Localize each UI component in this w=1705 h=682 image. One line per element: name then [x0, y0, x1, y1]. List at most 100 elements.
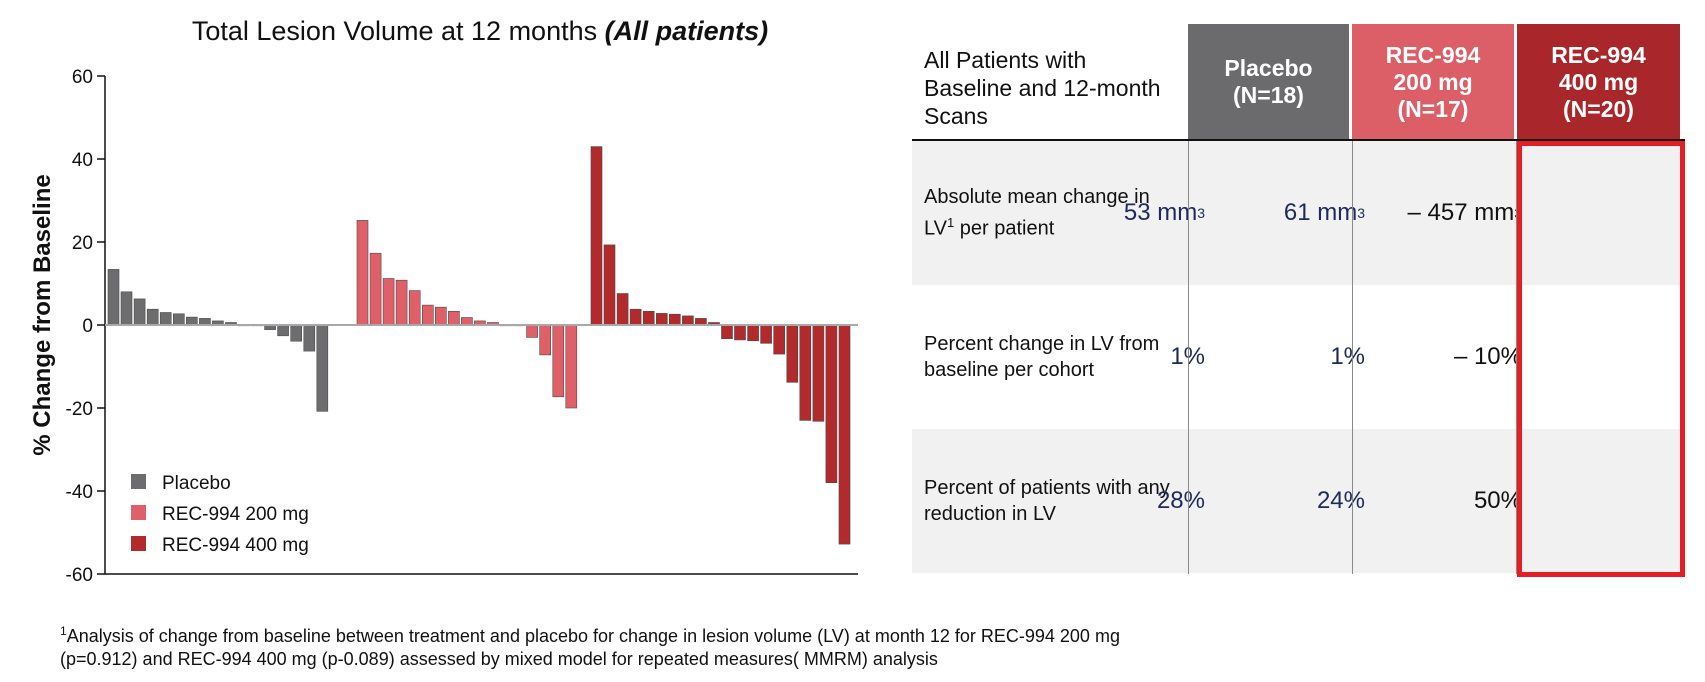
row-label-main: Absolute mean change in LV: [924, 186, 1150, 240]
cell-rec994-400mg: – 457 mm 3: [1407, 141, 1522, 285]
footnote-marker: 1: [60, 624, 67, 638]
bar-rec994-200mg: [448, 310, 460, 326]
bar-rec994-400mg: [629, 308, 642, 326]
summary-table: All Patients with Baseline and 12-month …: [912, 24, 1685, 577]
table-header-row: All Patients with Baseline and 12-month …: [912, 24, 1685, 140]
bar-rec994-400mg: [825, 324, 838, 483]
y-tick-label: 60: [72, 67, 93, 88]
bar-rec994-400mg: [616, 293, 629, 326]
cell-rec994-200mg: 24%: [1317, 429, 1365, 573]
table-row: Percent change in LV from baseline per c…: [912, 285, 1685, 429]
bars: [107, 146, 851, 545]
cell-placebo: 1%: [1170, 285, 1205, 429]
row-label-suffix: per patient: [954, 217, 1055, 240]
y-axis-label: % Change from Baseline: [29, 174, 56, 455]
highlight-box-400mg: [1517, 141, 1685, 577]
row-label-main: Percent change in LV from baseline per c…: [924, 333, 1160, 381]
bar-placebo: [186, 316, 198, 326]
cell-placebo: 53 mm 3: [1124, 141, 1205, 285]
cell-placebo: 28%: [1157, 429, 1205, 573]
cell-value: 61 mm: [1283, 199, 1358, 226]
bar-placebo: [159, 312, 172, 326]
y-tick-label: 20: [72, 233, 93, 254]
bar-rec994-200mg: [382, 278, 395, 326]
bar-rec994-200mg: [369, 252, 382, 326]
cell-value: 24%: [1316, 487, 1365, 514]
y-ticks: 60 40 20 0 -20 -40 -60: [66, 67, 105, 586]
cell-unit-superscript: 3: [1197, 205, 1205, 221]
bar-placebo: [133, 298, 146, 326]
column-header-rec994-400mg: REC-994 400 mg (N=20): [1517, 24, 1680, 140]
bar-rec994-400mg: [668, 313, 681, 326]
bar-rec994-400mg: [655, 313, 668, 326]
bar-placebo: [107, 269, 120, 326]
bar-rec994-200mg: [421, 304, 434, 326]
table-row: Percent of patients with any reduction i…: [912, 429, 1685, 573]
table-column-divider: [1352, 141, 1353, 574]
bar-rec994-200mg: [434, 306, 447, 326]
cell-value: 50%: [1473, 487, 1522, 514]
column-header-rec994-200mg: REC-994 200 mg (N=17): [1352, 24, 1514, 140]
bar-rec994-400mg: [773, 324, 786, 355]
chart-title-emphasis: (All patients): [605, 16, 769, 46]
y-tick-label: -40: [66, 482, 93, 503]
bar-placebo: [173, 313, 185, 326]
row-label-text: Percent of patients with any reduction i…: [924, 475, 1174, 527]
legend-label-rec994-200mg: REC-994 200 mg: [162, 504, 309, 525]
bar-rec994-400mg: [838, 324, 851, 545]
bar-rec994-400mg: [786, 324, 799, 383]
legend: Placebo REC-994 200 mg REC-994 400 mg: [131, 473, 309, 556]
bar-rec994-200mg: [539, 324, 552, 356]
table-column-divider: [1516, 141, 1517, 574]
bar-placebo: [120, 291, 133, 326]
y-tick-label: 0: [82, 316, 93, 337]
bar-rec994-200mg: [461, 317, 473, 326]
chart-title: Total Lesion Volume at 12 months (All pa…: [192, 16, 768, 46]
footnote-line-2: (p=0.912) and REC-994 400 mg (p-0.089) a…: [60, 649, 938, 669]
row-label: Percent change in LV from baseline per c…: [924, 285, 1174, 429]
column-header-placebo: Placebo (N=18): [1188, 24, 1349, 140]
y-tick-label: -60: [66, 565, 93, 586]
table-row: Absolute mean change in LV1 per patient 5…: [912, 141, 1685, 285]
bar-rec994-400mg: [682, 315, 694, 326]
row-label-text: Percent change in LV from baseline per c…: [924, 331, 1174, 383]
bar-placebo: [277, 324, 289, 337]
cell-unit-superscript: 3: [1357, 205, 1365, 221]
cell-value: 1%: [1330, 343, 1365, 370]
cell-value: – 10%: [1453, 343, 1522, 370]
row-label: Percent of patients with any reduction i…: [924, 429, 1174, 573]
cell-rec994-400mg: 50%: [1474, 429, 1522, 573]
bar-rec994-400mg: [760, 324, 772, 344]
bar-rec994-200mg: [408, 290, 421, 326]
chart-title-main: Total Lesion Volume at 12 months: [192, 16, 605, 46]
legend-label-rec994-400mg: REC-994 400 mg: [162, 535, 309, 556]
cell-rec994-200mg: 1%: [1330, 285, 1365, 429]
bar-rec994-400mg: [747, 324, 759, 342]
bar-rec994-400mg: [799, 324, 812, 421]
bar-rec994-400mg: [734, 324, 746, 341]
bar-placebo: [146, 308, 159, 326]
bar-placebo: [290, 324, 303, 342]
bar-rec994-200mg: [565, 324, 578, 409]
waterfall-chart: Total Lesion Volume at 12 months (All pa…: [29, 16, 858, 586]
bar-rec994-200mg: [356, 220, 369, 326]
bar-rec994-400mg: [721, 324, 733, 339]
cell-value: 53 mm: [1123, 199, 1198, 226]
bar-rec994-200mg: [526, 324, 538, 338]
row-label: Absolute mean change in LV1 per patient: [924, 141, 1174, 285]
legend-swatch-placebo: [131, 474, 146, 489]
table-corner-label: All Patients with Baseline and 12-month …: [924, 47, 1161, 129]
table-header-rule: [912, 139, 1685, 141]
cell-rec994-200mg: 61 mm 3: [1284, 141, 1365, 285]
cell-value: 28%: [1156, 487, 1205, 514]
bar-rec994-400mg: [590, 146, 603, 326]
footnote: 1Analysis of change from baseline betwee…: [60, 620, 1460, 671]
bar-rec994-200mg: [395, 279, 408, 326]
row-label-main: Percent of patients with any reduction i…: [924, 477, 1170, 525]
table-corner-cell: All Patients with Baseline and 12-month …: [912, 24, 1190, 140]
legend-swatch-rec994-200mg: [131, 505, 146, 520]
row-label-text: Absolute mean change in LV1 per patient: [924, 184, 1174, 242]
cell-rec994-400mg: – 10%: [1454, 285, 1522, 429]
bar-rec994-200mg: [552, 324, 565, 398]
cell-value: – 457 mm: [1407, 199, 1515, 226]
